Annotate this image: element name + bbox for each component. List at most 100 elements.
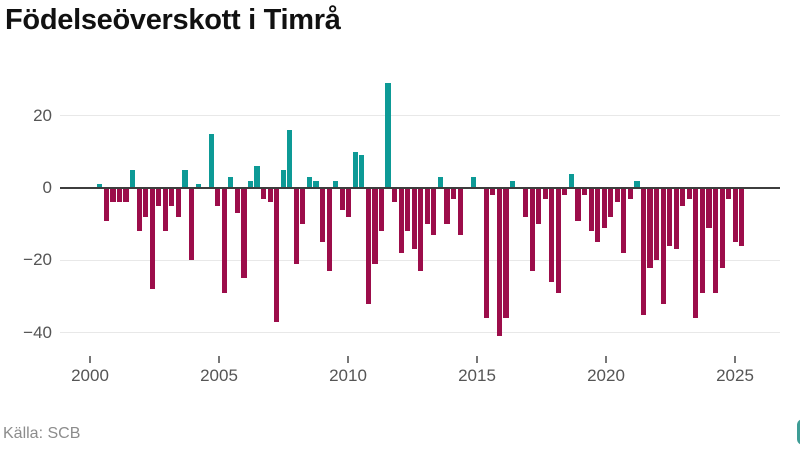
- bar-negative: [450, 188, 457, 199]
- bar-negative: [699, 188, 706, 293]
- bar-positive: [254, 166, 260, 188]
- bar-negative: [110, 188, 116, 203]
- x-tick-mark: [605, 356, 607, 363]
- x-tick-label: 2015: [458, 366, 496, 385]
- bar-negative: [542, 188, 548, 199]
- x-tick-mark: [89, 356, 91, 363]
- bar-negative: [156, 188, 162, 207]
- y-tick-label: 20: [33, 105, 52, 125]
- page-title: Födelseöverskott i Timrå: [5, 4, 341, 36]
- bar-negative: [660, 188, 666, 304]
- bar-negative: [496, 188, 502, 337]
- bar-positive: [437, 177, 444, 188]
- bar-negative: [162, 188, 168, 232]
- bar-positive: [247, 180, 254, 188]
- bar-negative: [693, 188, 699, 319]
- bar-negative: [293, 188, 299, 264]
- source-label: Källa: SCB: [3, 425, 81, 442]
- bar-positive: [287, 130, 293, 188]
- bar-positive: [208, 133, 214, 188]
- bar-positive: [228, 177, 234, 188]
- bar-negative: [221, 188, 227, 293]
- x-tick-label: 2005: [200, 366, 238, 385]
- bar-negative: [490, 188, 496, 196]
- bar-positive: [97, 184, 103, 188]
- bar-negative: [640, 188, 647, 315]
- bar-positive: [568, 173, 575, 188]
- bar-negative: [149, 188, 155, 290]
- bar-negative: [431, 188, 437, 235]
- bar-negative: [319, 188, 326, 243]
- bar-negative: [418, 188, 424, 272]
- bar-negative: [424, 188, 430, 225]
- bar-negative: [398, 188, 404, 254]
- bar-negative: [392, 188, 398, 203]
- bar-negative: [523, 188, 529, 217]
- bar-negative: [444, 188, 450, 225]
- y-tick-label: 0: [42, 178, 52, 197]
- birth-surplus-bar-chart: 20 0 −20 −40 2000 2005 2010 2015 2020 2025: [0, 70, 800, 400]
- bar-negative: [595, 188, 601, 243]
- bar-negative: [274, 188, 280, 322]
- bar-negative: [562, 188, 568, 196]
- bar-negative: [372, 188, 378, 264]
- bar-negative: [405, 188, 411, 232]
- bar-negative: [680, 188, 686, 207]
- bar-positive: [509, 180, 516, 188]
- bar-positive: [313, 180, 319, 188]
- bar-negative: [365, 188, 371, 304]
- bar-negative: [575, 188, 581, 221]
- bar-negative: [503, 188, 509, 319]
- bar-negative: [673, 188, 679, 250]
- bar-positive: [280, 169, 286, 188]
- x-tick-mark: [734, 356, 736, 363]
- bar-negative: [116, 188, 123, 203]
- bar-positive: [385, 83, 391, 188]
- bar-negative: [188, 188, 195, 261]
- bar-negative: [588, 188, 594, 232]
- bar-negative: [719, 188, 725, 268]
- bar-negative: [215, 188, 221, 207]
- bar-negative: [549, 188, 555, 282]
- bar-negative: [339, 188, 345, 210]
- bar-negative: [581, 188, 588, 196]
- bar-negative: [536, 188, 542, 225]
- bar-negative: [726, 188, 732, 199]
- bar-negative: [601, 188, 607, 228]
- bar-positive: [352, 151, 358, 188]
- y-tick-label: −40: [23, 322, 52, 342]
- bar-negative: [654, 188, 660, 261]
- bar-negative: [614, 188, 620, 203]
- bar-negative: [706, 188, 712, 228]
- bar-negative: [143, 188, 149, 217]
- bar-negative: [378, 188, 385, 232]
- x-tick-label: 2025: [716, 366, 754, 385]
- bar-negative: [346, 188, 352, 217]
- x-tick-mark: [347, 356, 349, 363]
- bar-positive: [359, 155, 365, 188]
- bar-negative: [267, 188, 273, 203]
- bar-positive: [470, 177, 476, 188]
- bar-negative: [261, 188, 267, 199]
- bar-positive: [634, 180, 640, 188]
- bar-chart-speech-bubble-icon: [797, 419, 800, 445]
- bar-negative: [123, 188, 129, 203]
- bar-negative: [647, 188, 653, 268]
- bar-negative: [300, 188, 306, 225]
- x-tick-label: 2000: [71, 366, 109, 385]
- bar-negative: [136, 188, 142, 232]
- bar-negative: [457, 188, 463, 235]
- bar-negative: [169, 188, 175, 207]
- bar-positive: [182, 169, 188, 188]
- bar-negative: [529, 188, 535, 272]
- bar-negative: [483, 188, 489, 319]
- bar-positive: [306, 177, 313, 188]
- bar-negative: [411, 188, 417, 250]
- bar-negative: [739, 188, 745, 246]
- bar-negative: [175, 188, 182, 217]
- bar-positive: [195, 184, 201, 188]
- bar-negative: [712, 188, 719, 293]
- bar-negative: [627, 188, 633, 199]
- bar-positive: [130, 169, 136, 188]
- bar-negative: [103, 188, 109, 221]
